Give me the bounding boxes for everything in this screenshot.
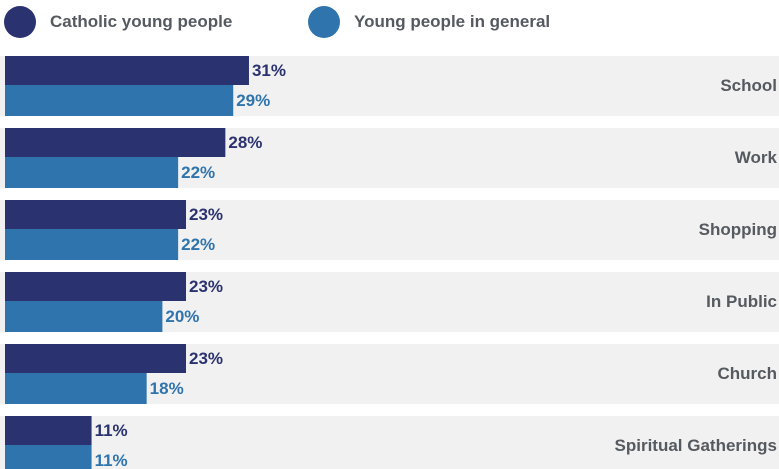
- bar-catholic-work: [5, 128, 226, 157]
- bar-catholic-shopping: [5, 200, 187, 229]
- bar-general-church: [5, 373, 147, 404]
- legend-item-general: Young people in general: [308, 6, 550, 38]
- value-label-general-spiritual-gatherings: 11%: [95, 451, 128, 469]
- bar-general-school: [5, 85, 234, 116]
- legend-label-catholic: Catholic young people: [50, 12, 233, 31]
- legend-swatch-catholic: [4, 6, 36, 38]
- value-label-general-church: 18%: [150, 379, 184, 398]
- legend-item-catholic: Catholic young people: [4, 6, 232, 38]
- value-label-catholic-school: 31%: [252, 61, 286, 80]
- bar-catholic-school: [5, 56, 249, 85]
- category-label-spiritual-gatherings: Spiritual Gatherings: [615, 436, 777, 455]
- value-label-general-shopping: 22%: [181, 235, 215, 254]
- category-label-work: Work: [735, 148, 778, 167]
- bar-general-work: [5, 157, 179, 188]
- value-label-catholic-in-public: 23%: [189, 277, 223, 296]
- bar-general-spiritual-gatherings: [5, 445, 92, 469]
- value-label-catholic-spiritual-gatherings: 11%: [95, 421, 128, 440]
- bar-catholic-in-public: [5, 272, 187, 301]
- legend-label-general: Young people in general: [354, 12, 551, 31]
- bar-general-in-public: [5, 301, 163, 332]
- bar-catholic-spiritual-gatherings: [5, 416, 92, 445]
- bar-general-shopping: [5, 229, 179, 260]
- value-label-catholic-church: 23%: [189, 349, 223, 368]
- value-label-catholic-shopping: 23%: [189, 205, 223, 224]
- value-label-catholic-work: 28%: [228, 133, 262, 152]
- row-background-spiritual-gatherings: [0, 416, 779, 469]
- legend-swatch-general: [308, 6, 340, 38]
- category-label-shopping: Shopping: [699, 220, 777, 239]
- value-label-general-in-public: 20%: [165, 307, 199, 326]
- value-label-general-school: 29%: [236, 91, 270, 110]
- legend: Catholic young people Young people in ge…: [0, 0, 779, 44]
- value-label-general-work: 22%: [181, 163, 215, 182]
- category-label-church: Church: [718, 364, 778, 383]
- bar-catholic-church: [5, 344, 187, 373]
- category-label-school: School: [720, 76, 777, 95]
- category-label-in-public: In Public: [706, 292, 777, 311]
